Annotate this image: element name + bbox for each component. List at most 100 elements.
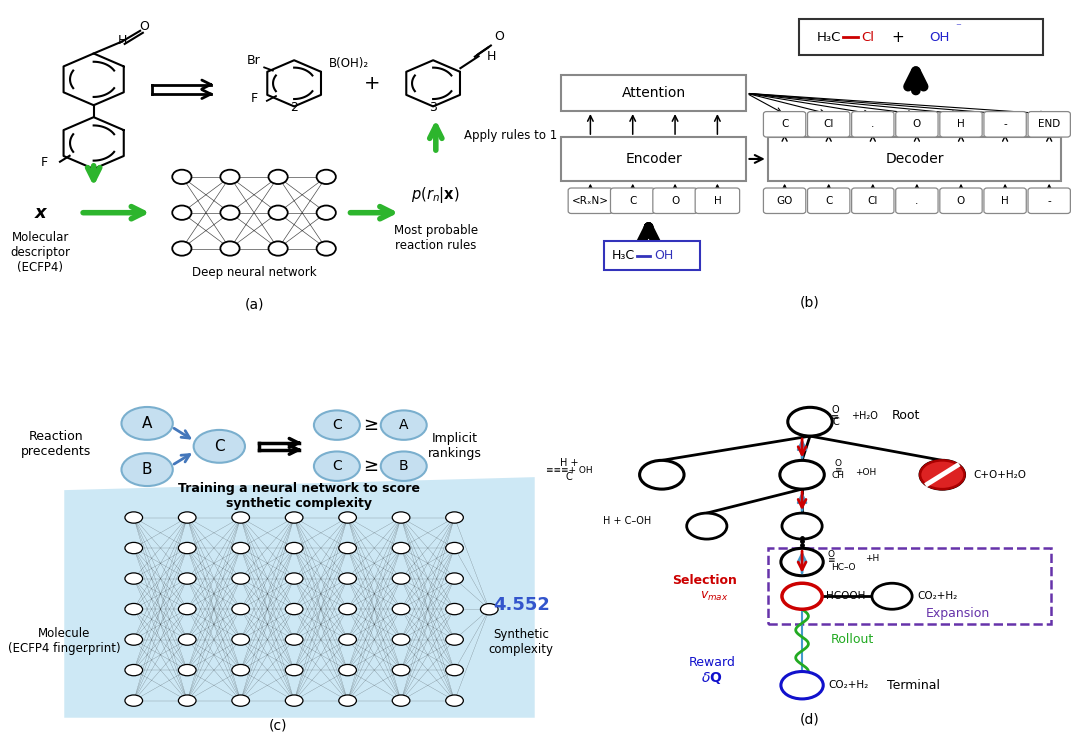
Circle shape — [920, 461, 964, 489]
Text: Br: Br — [246, 54, 260, 67]
Circle shape — [339, 573, 356, 584]
Text: A: A — [399, 418, 408, 432]
Text: O: O — [139, 20, 149, 33]
Circle shape — [872, 583, 913, 609]
Text: Implicit
rankings: Implicit rankings — [428, 432, 482, 460]
Text: .: . — [915, 196, 919, 206]
FancyBboxPatch shape — [610, 188, 654, 214]
Circle shape — [381, 411, 427, 440]
Text: C: C — [825, 196, 833, 206]
Text: H: H — [714, 196, 721, 206]
Text: +: + — [363, 74, 380, 93]
FancyBboxPatch shape — [940, 112, 982, 137]
Text: OH: OH — [930, 31, 949, 44]
Text: $\delta \mathbf{Q}$: $\delta \mathbf{Q}$ — [701, 670, 723, 687]
FancyBboxPatch shape — [568, 188, 612, 214]
Circle shape — [125, 634, 143, 645]
Circle shape — [269, 170, 287, 184]
Circle shape — [125, 664, 143, 676]
Text: C: C — [332, 459, 341, 473]
Text: Terminal: Terminal — [887, 679, 940, 692]
Circle shape — [178, 695, 197, 706]
Text: $v_{max}$: $v_{max}$ — [701, 590, 729, 603]
Circle shape — [121, 453, 173, 486]
Polygon shape — [65, 477, 535, 718]
Circle shape — [232, 573, 249, 584]
FancyBboxPatch shape — [768, 137, 1062, 181]
Text: C: C — [214, 439, 225, 454]
Text: O: O — [913, 119, 921, 129]
Circle shape — [125, 573, 143, 584]
Circle shape — [232, 603, 249, 615]
Circle shape — [178, 664, 197, 676]
Text: F: F — [40, 156, 48, 170]
Circle shape — [339, 512, 356, 523]
Text: C: C — [781, 119, 788, 129]
Text: ≥: ≥ — [363, 458, 378, 475]
Circle shape — [178, 573, 197, 584]
Circle shape — [339, 664, 356, 676]
Text: 3: 3 — [429, 101, 437, 114]
Text: Molecular
descriptor
(ECFP4): Molecular descriptor (ECFP4) — [10, 231, 70, 274]
Circle shape — [781, 548, 823, 576]
Text: END: END — [1038, 119, 1061, 129]
Text: ≥: ≥ — [363, 416, 378, 434]
Text: 2: 2 — [291, 101, 298, 114]
Text: (c): (c) — [269, 718, 287, 732]
Text: H +: H + — [559, 458, 579, 468]
Text: HCOOH: HCOOH — [826, 591, 865, 601]
Circle shape — [446, 573, 463, 584]
Circle shape — [782, 583, 822, 609]
Text: Apply rules to 1: Apply rules to 1 — [464, 129, 557, 141]
Circle shape — [316, 241, 336, 256]
Circle shape — [787, 407, 833, 436]
Text: O: O — [494, 30, 504, 42]
Text: Cl: Cl — [867, 196, 878, 206]
FancyBboxPatch shape — [984, 112, 1026, 137]
FancyBboxPatch shape — [1028, 112, 1070, 137]
FancyBboxPatch shape — [652, 188, 698, 214]
Text: ≡: ≡ — [832, 411, 839, 422]
FancyBboxPatch shape — [764, 188, 806, 214]
Text: ⁻: ⁻ — [955, 22, 961, 33]
Text: Most probable
reaction rules: Most probable reaction rules — [394, 223, 477, 251]
Circle shape — [232, 512, 249, 523]
Text: Root: Root — [892, 409, 920, 422]
Circle shape — [285, 664, 303, 676]
Circle shape — [639, 461, 684, 489]
Text: Synthetic
complexity: Synthetic complexity — [489, 629, 554, 656]
Circle shape — [220, 205, 240, 220]
Text: Decoder: Decoder — [886, 152, 944, 166]
Circle shape — [392, 512, 410, 523]
Circle shape — [316, 170, 336, 184]
Text: H₃C: H₃C — [611, 249, 635, 262]
Circle shape — [178, 634, 197, 645]
FancyBboxPatch shape — [696, 188, 740, 214]
Text: (b): (b) — [800, 295, 820, 310]
Text: Cl: Cl — [862, 31, 875, 44]
Text: +H₂O: +H₂O — [851, 411, 878, 420]
Circle shape — [285, 542, 303, 554]
Circle shape — [125, 542, 143, 554]
Text: GO: GO — [777, 196, 793, 206]
Circle shape — [339, 542, 356, 554]
FancyBboxPatch shape — [852, 188, 894, 214]
Circle shape — [178, 512, 197, 523]
FancyBboxPatch shape — [984, 188, 1026, 214]
Circle shape — [316, 205, 336, 220]
Text: C: C — [566, 472, 572, 482]
Text: Reaction
precedents: Reaction precedents — [22, 430, 92, 458]
Circle shape — [339, 695, 356, 706]
Text: Cl: Cl — [824, 119, 834, 129]
Text: O: O — [827, 550, 835, 559]
Text: H: H — [118, 33, 127, 47]
Circle shape — [172, 241, 191, 256]
Circle shape — [314, 411, 360, 440]
Text: A: A — [141, 416, 152, 431]
Text: -: - — [1003, 119, 1007, 129]
Text: <RₓN>: <RₓN> — [572, 196, 609, 206]
FancyBboxPatch shape — [604, 240, 700, 270]
Text: B: B — [399, 459, 408, 473]
Circle shape — [125, 603, 143, 615]
Circle shape — [782, 513, 822, 539]
